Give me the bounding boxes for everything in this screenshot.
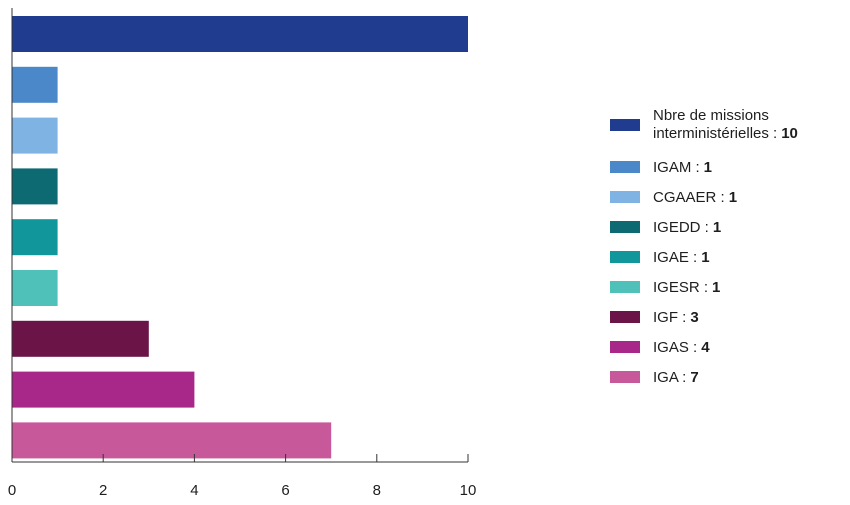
legend-value: 1: [704, 159, 712, 176]
x-tick-label: 8: [373, 482, 381, 499]
legend-label: IGA :7: [653, 369, 699, 386]
legend-value: 1: [729, 189, 737, 206]
bar-nbre-de-missions-interminist-rielles: [12, 16, 468, 52]
legend-swatch: [610, 371, 640, 383]
legend-value: 1: [712, 279, 720, 296]
legend-value: 1: [701, 249, 709, 266]
legend-swatch: [610, 281, 640, 293]
legend-swatch: [610, 251, 640, 263]
legend-value: 7: [690, 369, 698, 386]
x-tick-label: 4: [190, 482, 198, 499]
legend-label: IGAM :1: [653, 159, 712, 176]
bar-igedd: [12, 168, 58, 205]
legend-label: IGF :3: [653, 309, 699, 326]
legend-value: 1: [713, 219, 721, 236]
legend-swatch: [610, 191, 640, 203]
legend-swatch: [610, 311, 640, 323]
bars: [12, 16, 468, 459]
x-tick-label: 10: [460, 482, 477, 499]
legend-swatch: [610, 221, 640, 233]
x-tick-label: 0: [8, 482, 16, 499]
legend-label: interministérielles :10: [653, 125, 798, 142]
bar-igesr: [12, 270, 58, 306]
legend-swatch: [610, 119, 640, 131]
x-tick-label: 6: [281, 482, 289, 499]
bar-igam: [12, 66, 58, 103]
bar-cgaaer: [12, 117, 58, 154]
legend-label: IGAE :1: [653, 249, 710, 266]
x-tick-label: 2: [99, 482, 107, 499]
legend-value: 10: [781, 125, 798, 142]
x-axis: 0 2 4 6 8 10: [8, 8, 477, 499]
legend-label: IGESR :1: [653, 279, 720, 296]
legend-value: 3: [690, 309, 698, 326]
legend-swatch: [610, 161, 640, 173]
legend-label: IGEDD :1: [653, 219, 721, 236]
bar-igas: [12, 371, 195, 408]
bar-igae: [12, 219, 58, 256]
bar-igf: [12, 320, 149, 357]
bar-iga: [12, 422, 332, 459]
legend-label: IGAS :4: [653, 339, 710, 356]
legend-swatch: [610, 341, 640, 353]
legend-value: 4: [701, 339, 710, 356]
legend-label: CGAAER :1: [653, 189, 737, 206]
legend-label: Nbre de missions: [653, 107, 769, 124]
